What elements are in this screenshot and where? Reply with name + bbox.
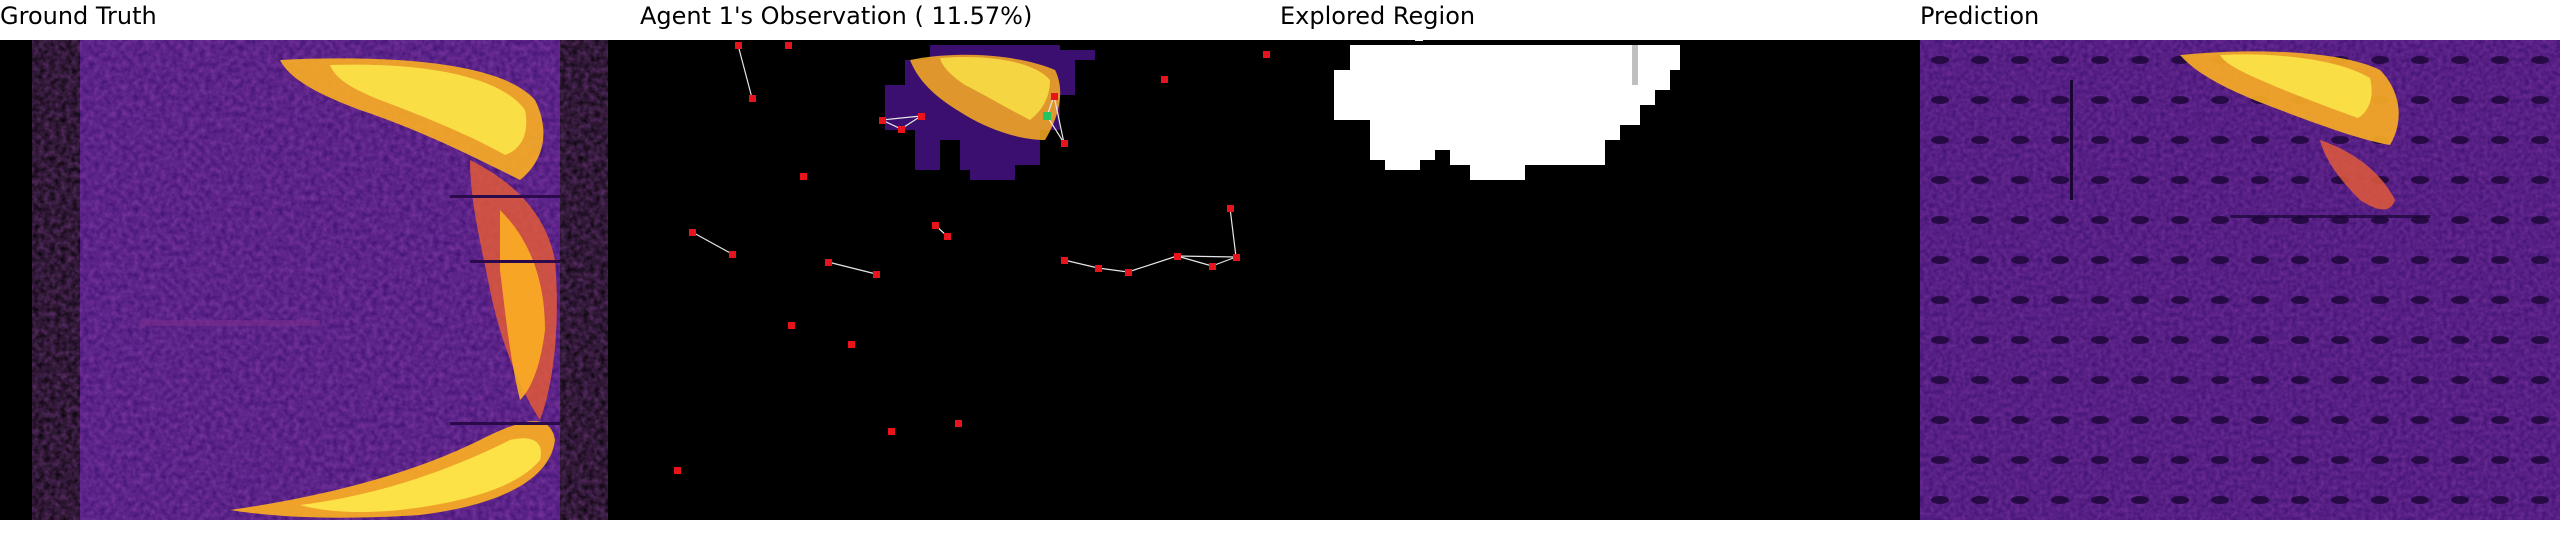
- agent-marker: [1061, 257, 1068, 264]
- agent-marker: [879, 117, 886, 124]
- agent-marker: [1233, 254, 1240, 261]
- agent-marker: [1125, 269, 1132, 276]
- prediction-title: Prediction: [1920, 2, 2040, 30]
- ground-truth-heatmap: [0, 40, 640, 520]
- agent-marker: [800, 173, 807, 180]
- prediction-panel: [1920, 40, 2560, 520]
- agent-marker: [873, 271, 880, 278]
- observation-map: [640, 40, 1280, 520]
- self-agent-marker: [1043, 112, 1051, 120]
- agent-marker: [674, 467, 681, 474]
- agent-marker: [1061, 140, 1068, 147]
- agent-marker: [888, 428, 895, 435]
- agent-marker: [955, 420, 962, 427]
- ground-truth-title: Ground Truth: [0, 2, 157, 30]
- agent-marker: [848, 341, 855, 348]
- agent-marker: [932, 222, 939, 229]
- explored-panel: [1280, 40, 1920, 520]
- agent-marker: [1095, 265, 1102, 272]
- agent-marker: [729, 251, 736, 258]
- agent-marker: [918, 113, 925, 120]
- agent-marker: [1051, 93, 1058, 100]
- agent-marker: [788, 322, 795, 329]
- agent-markers: [674, 42, 1270, 474]
- prediction-heatmap: [1920, 40, 2560, 520]
- agent-marker: [1174, 253, 1181, 260]
- explored-region-title: Explored Region: [1280, 2, 1476, 30]
- agent-marker: [898, 126, 905, 133]
- agent-marker: [1209, 263, 1216, 270]
- agent-marker: [1227, 205, 1234, 212]
- agent-marker: [749, 95, 756, 102]
- observation-panel: [640, 40, 1280, 520]
- agent-marker: [689, 229, 696, 236]
- agent-marker: [735, 42, 742, 49]
- agent-marker: [825, 259, 832, 266]
- ground-truth-panel: [0, 40, 640, 520]
- agent-marker: [1161, 76, 1168, 83]
- observation-title: Agent 1's Observation ( 11.57%): [640, 2, 1033, 30]
- agent-marker: [1263, 51, 1270, 58]
- explored-region-mask: [1280, 40, 1920, 520]
- agent-marker: [944, 233, 951, 240]
- agent-marker: [785, 42, 792, 49]
